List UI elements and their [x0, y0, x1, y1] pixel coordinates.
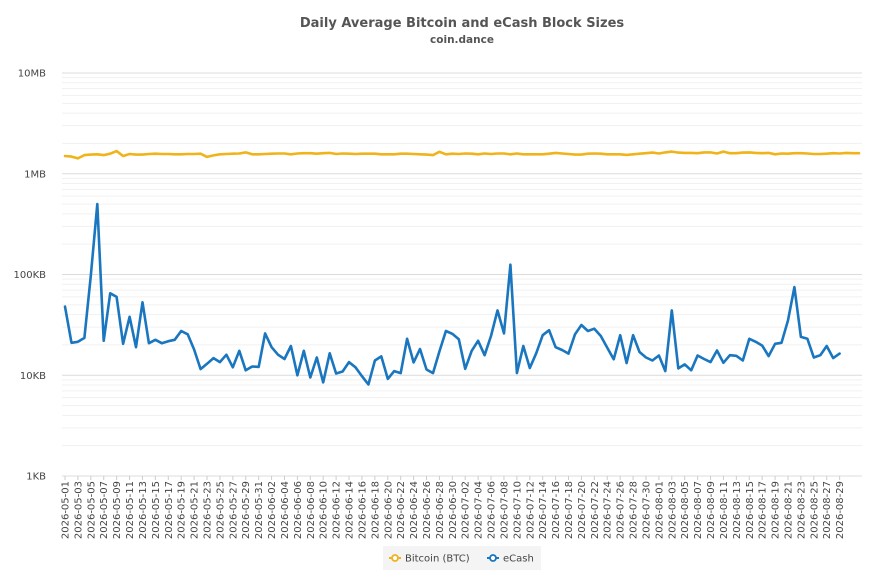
x-tick-label: 2026-05-05 [86, 481, 97, 539]
x-tick-label: 2026-07-14 [538, 481, 549, 539]
x-tick-label: 2026-08-09 [706, 481, 717, 539]
y-tick-label: 10KB [20, 371, 46, 382]
legend[interactable]: Bitcoin (BTC) eCash [383, 546, 541, 570]
legend-label-ecash: eCash [503, 554, 534, 565]
x-tick-label: 2026-08-07 [693, 481, 704, 539]
x-tick-label: 2026-07-20 [577, 481, 588, 539]
x-tick-label: 2026-07-02 [461, 481, 472, 539]
x-tick-label: 2026-07-22 [590, 481, 601, 539]
x-tick-label: 2026-08-17 [758, 481, 769, 539]
x-tick-label: 2026-07-04 [474, 481, 485, 539]
x-tick-label: 2026-08-23 [796, 481, 807, 539]
x-tick-label: 2026-05-29 [241, 481, 252, 539]
x-tick-label: 2026-06-22 [396, 481, 407, 539]
x-tick-label: 2026-08-01 [654, 481, 665, 539]
x-tick-label: 2026-06-06 [293, 481, 304, 539]
x-tick-label: 2026-08-25 [809, 481, 820, 539]
x-tick-label: 2026-05-09 [112, 481, 123, 539]
chart-subtitle: coin.dance [430, 34, 494, 46]
x-tick-label: 2026-07-08 [499, 481, 510, 539]
x-tick-label: 2026-08-15 [745, 481, 756, 539]
x-tick-label: 2026-05-15 [151, 481, 162, 539]
x-tick-label: 2026-08-05 [680, 481, 691, 539]
legend-marker-ecash [489, 554, 497, 562]
y-tick-label: 1MB [24, 169, 46, 180]
x-tick-label: 2026-06-16 [357, 481, 368, 539]
x-tick-label: 2026-06-30 [448, 481, 459, 539]
series-line-ecash[interactable] [63, 202, 841, 386]
x-tick-label: 2026-05-19 [177, 481, 188, 539]
legend-item-ecash[interactable]: eCash [487, 554, 534, 565]
x-tick-label: 2026-08-29 [835, 481, 846, 539]
x-tick-label: 2026-08-03 [667, 481, 678, 539]
x-tick-label: 2026-05-21 [190, 481, 201, 539]
x-tick-label: 2026-07-28 [629, 481, 640, 539]
legend-label-btc: Bitcoin (BTC) [405, 554, 470, 565]
x-tick-label: 2026-05-03 [73, 481, 84, 539]
x-tick-label: 2026-08-21 [783, 481, 794, 539]
x-tick-label: 2026-07-30 [641, 481, 652, 539]
y-tick-label: 1KB [26, 472, 46, 483]
x-tick-label: 2026-05-13 [138, 481, 149, 539]
x-tick-label: 2026-06-20 [383, 481, 394, 539]
x-tick-label: 2026-06-14 [345, 481, 356, 539]
x-tick-label: 2026-07-26 [616, 481, 627, 539]
x-tick-label: 2026-07-18 [564, 481, 575, 539]
x-axis: 2026-05-01 2026-05-03 2026-05-05 2026-05-07… [61, 476, 846, 539]
x-tick-label: 2026-06-28 [435, 481, 446, 539]
y-tick-label: 100KB [13, 270, 46, 281]
series-line-btc[interactable] [63, 149, 861, 160]
legend-marker-btc [391, 554, 399, 562]
x-tick-label: 2026-06-10 [319, 481, 330, 539]
x-tick-label: 2026-05-01 [61, 481, 72, 539]
x-tick-label: 2026-05-23 [203, 481, 214, 539]
x-tick-label: 2026-05-17 [164, 481, 175, 539]
x-tick-label: 2026-05-07 [99, 481, 110, 539]
x-tick-label: 2026-08-11 [719, 481, 730, 539]
x-tick-label: 2026-06-24 [409, 481, 420, 539]
y-axis: 1KB 10KB 100KB 1MB 10MB [13, 69, 46, 483]
x-tick-label: 2026-05-27 [228, 481, 239, 539]
x-tick-label: 2026-08-13 [732, 481, 743, 539]
x-tick-label: 2026-05-25 [215, 481, 226, 539]
x-tick-label: 2026-07-12 [525, 481, 536, 539]
x-tick-label: 2026-08-27 [822, 481, 833, 539]
x-tick-label: 2026-07-10 [512, 481, 523, 539]
chart-title: Daily Average Bitcoin and eCash Block Si… [300, 16, 625, 31]
x-tick-label: 2026-08-19 [771, 481, 782, 539]
x-tick-label: 2026-06-18 [370, 481, 381, 539]
x-tick-label: 2026-05-11 [125, 481, 136, 539]
x-tick-label: 2026-07-24 [603, 481, 614, 539]
x-tick-label: 2026-05-31 [254, 481, 265, 539]
x-tick-label: 2026-06-02 [267, 481, 278, 539]
x-tick-label: 2026-06-26 [422, 481, 433, 539]
x-tick-label: 2026-07-06 [487, 481, 498, 539]
x-tick-label: 2026-06-04 [280, 481, 291, 539]
y-tick-label: 10MB [18, 69, 46, 80]
x-tick-label: 2026-06-08 [306, 481, 317, 539]
series-group [63, 149, 861, 386]
x-tick-label: 2026-06-12 [332, 481, 343, 539]
x-tick-label: 2026-07-16 [551, 481, 562, 539]
legend-item-btc[interactable]: Bitcoin (BTC) [389, 554, 470, 565]
legend-background [383, 546, 541, 570]
grid [62, 72, 862, 477]
